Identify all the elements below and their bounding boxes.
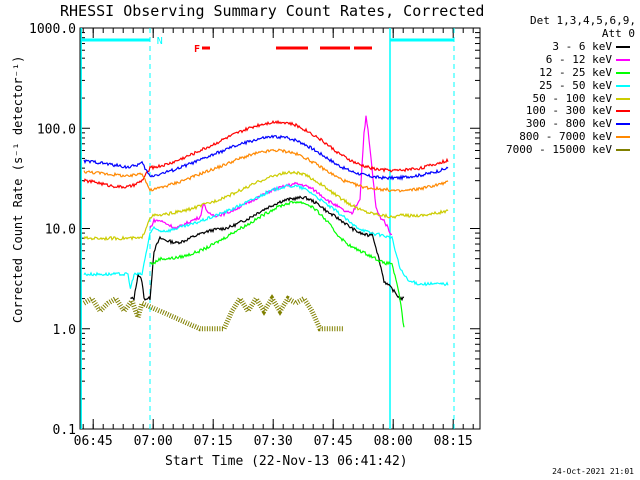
legend-item: 12 - 25 keV xyxy=(486,66,634,79)
legend-swatch xyxy=(616,149,630,152)
y-tick-label: 10.0 xyxy=(45,223,76,238)
night-flag-label: N xyxy=(157,36,163,47)
x-tick-label: 07:00 xyxy=(134,434,173,449)
legend-item: 3 - 6 keV xyxy=(486,40,634,53)
flag-bars: NF xyxy=(81,36,454,55)
legend-item: 6 - 12 keV xyxy=(486,53,634,66)
legend-label: 25 - 50 keV xyxy=(539,78,612,92)
x-tick-label: 07:15 xyxy=(194,434,233,449)
x-tick-label: 08:15 xyxy=(434,434,473,449)
series-lines xyxy=(82,115,449,332)
legend-header-line-2: Att 0 xyxy=(601,27,635,40)
series-line-2 xyxy=(149,200,405,328)
series-line-7 xyxy=(83,148,449,193)
legend-label: 6 - 12 keV xyxy=(545,52,612,66)
legend-swatch xyxy=(616,97,630,100)
legend-label: 50 - 100 keV xyxy=(532,91,612,105)
x-tick-label: 07:30 xyxy=(254,434,293,449)
legend-label: 3 - 6 keV xyxy=(552,40,612,53)
y-tick-label: 1000.0 xyxy=(29,22,76,37)
x-tick-label: 08:00 xyxy=(374,434,413,449)
legend-label: 800 - 7000 keV xyxy=(519,130,612,144)
legend-item: 800 - 7000 keV xyxy=(486,130,634,143)
series-line-8 xyxy=(82,294,344,332)
legend-swatch xyxy=(616,136,630,139)
series-line-3 xyxy=(83,184,449,289)
series-line-5 xyxy=(83,119,449,190)
generation-timestamp: 24-Oct-2021 21:01 xyxy=(552,467,634,476)
legend-swatch xyxy=(616,58,630,61)
legend-swatch xyxy=(616,71,630,74)
night-boundaries xyxy=(80,28,455,429)
series-line-1 xyxy=(149,115,393,236)
legend-header: Det 1,3,4,5,6,9, Att 0 xyxy=(530,14,636,40)
legend-swatch xyxy=(616,110,630,113)
series-line-0 xyxy=(130,195,405,302)
y-tick-label: 100.0 xyxy=(37,122,76,137)
x-tick-label: 07:45 xyxy=(314,434,353,449)
y-tick-label: 1.0 xyxy=(53,323,76,338)
legend-item: 300 - 800 keV xyxy=(486,117,634,130)
x-tick-label: 06:45 xyxy=(74,434,113,449)
legend-swatch xyxy=(616,84,630,87)
axis-ticks xyxy=(80,27,480,430)
legend-label: 300 - 800 keV xyxy=(525,117,612,131)
flare-flag-label: F xyxy=(194,44,200,55)
legend: 3 - 6 keV 6 - 12 keV 12 - 25 keV 25 - 50 ke… xyxy=(486,40,634,156)
legend-swatch xyxy=(616,123,630,126)
x-axis-label: Start Time (22-Nov-13 06:41:42) xyxy=(165,454,408,469)
legend-header-line-1: Det 1,3,4,5,6,9, xyxy=(530,14,636,27)
legend-swatch xyxy=(616,46,630,48)
series-line-4 xyxy=(83,170,449,242)
legend-item: 100 - 300 keV xyxy=(486,104,634,117)
legend-item: 7000 - 15000 keV xyxy=(486,143,634,156)
y-tick-label: 0.1 xyxy=(53,423,76,438)
y-axis-label: Corrected Count Rate (s⁻¹ detector⁻¹) xyxy=(11,55,25,323)
series-line-6 xyxy=(83,134,449,181)
chart-title: RHESSI Observing Summary Count Rates, Co… xyxy=(60,2,485,20)
tick-labels: 0.1 1.0 10.0 100.0 1000.0 06:45 07:00 07:15 07:3… xyxy=(29,22,473,449)
legend-label: 7000 - 15000 keV xyxy=(506,143,612,157)
legend-label: 100 - 300 keV xyxy=(525,104,612,118)
legend-item: 50 - 100 keV xyxy=(486,92,634,105)
legend-label: 12 - 25 keV xyxy=(539,65,612,79)
plot-frame xyxy=(79,27,481,430)
legend-item: 25 - 50 keV xyxy=(486,79,634,92)
